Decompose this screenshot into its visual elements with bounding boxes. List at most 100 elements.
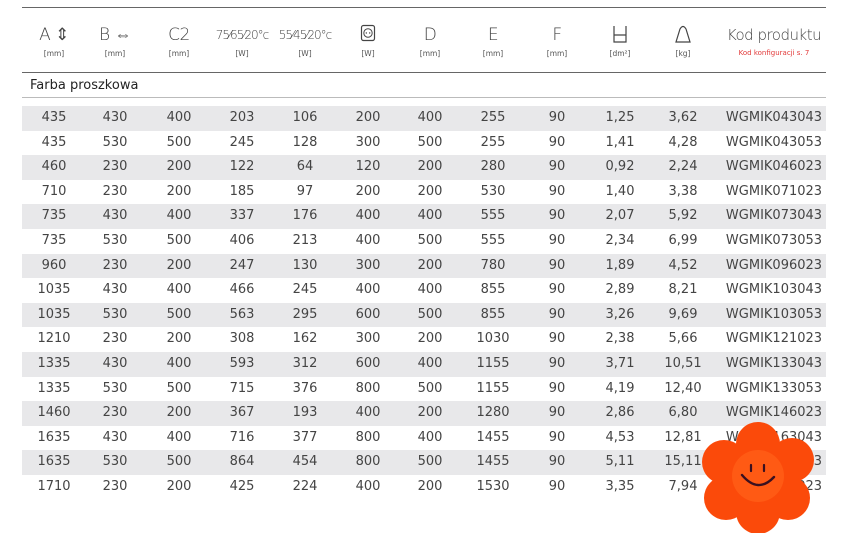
cell-b: 230 — [102, 405, 128, 421]
cell-b: 430 — [102, 110, 128, 125]
cell-power-55: 376 — [292, 380, 318, 396]
cell-area: 3,71 — [605, 355, 635, 371]
top-rule — [22, 7, 826, 8]
column-header-power-55: 55⁄45⁄20°c [W] — [270, 24, 340, 58]
cell-weight: 12,40 — [664, 380, 702, 396]
cell-b: 430 — [102, 282, 128, 298]
cell-area: 3,35 — [605, 478, 635, 494]
cell-d: 200 — [417, 405, 443, 421]
cell-power-55: 295 — [292, 306, 318, 322]
column-label: F — [552, 25, 562, 45]
cell-code: WGMIK096023 — [725, 257, 823, 273]
cell-power-electric: 400 — [355, 478, 381, 494]
cell-c2: 500 — [166, 134, 192, 150]
cell-area: 2,34 — [605, 232, 635, 248]
cell-f: 90 — [548, 282, 566, 298]
cell-area: 1,40 — [605, 183, 635, 199]
cell-power-electric: 120 — [355, 159, 381, 175]
cell-power-55: 193 — [292, 405, 318, 421]
cell-b: 430 — [102, 355, 128, 371]
table-row: 735 430 400 337 176 400 400 555 90 2,07 5,92 WGMIK0… — [22, 204, 826, 229]
cell-area: 0,92 — [605, 159, 635, 175]
cell-e: 780 — [480, 257, 506, 273]
column-unit: [mm] — [168, 49, 190, 58]
cell-b: 530 — [102, 232, 128, 248]
cell-f: 90 — [548, 478, 566, 494]
cell-a: 1035 — [37, 282, 71, 298]
cell-e: 280 — [480, 159, 506, 175]
cell-a: 735 — [41, 232, 67, 248]
table-row: 460 230 200 122 64 120 200 280 90 0,92 2,24 WGMIK04… — [22, 155, 826, 180]
cell-power-55: 64 — [296, 159, 314, 175]
cell-b: 230 — [102, 183, 128, 199]
cell-c2: 200 — [166, 478, 192, 494]
table-row: 1035 430 400 466 245 400 400 855 90 2,89 8,21 WGMIK… — [22, 278, 826, 303]
cell-code: WGMIK071023 — [725, 183, 823, 199]
cell-d: 500 — [417, 306, 443, 322]
cell-power-55: 162 — [292, 331, 318, 347]
cell-weight: 3,62 — [668, 110, 698, 125]
cell-a: 460 — [41, 159, 67, 175]
socket-icon — [333, 24, 403, 46]
column-header-power-electric: [W] — [333, 24, 403, 58]
cell-c2: 500 — [166, 380, 192, 396]
cell-e: 1530 — [476, 478, 510, 494]
cell-power-75: 715 — [229, 380, 255, 396]
column-header-a: A ⇕ [mm] — [19, 24, 89, 58]
cell-power-55: 128 — [292, 134, 318, 150]
cell-a: 435 — [41, 134, 67, 150]
table-row: 960 230 200 247 130 300 200 780 90 1,89 4,52 WGMIK0… — [22, 253, 826, 279]
cell-a: 735 — [41, 208, 67, 224]
cell-f: 90 — [548, 183, 566, 199]
cell-code: WGMIK133053 — [725, 380, 823, 396]
cell-b: 230 — [102, 478, 128, 494]
cell-code: WGMIK046023 — [725, 159, 823, 175]
cell-a: 1210 — [37, 331, 71, 347]
weight-icon — [648, 24, 718, 46]
cell-b: 530 — [102, 454, 128, 470]
column-label: A ⇕ — [39, 25, 69, 45]
cell-b: 230 — [102, 159, 128, 175]
cell-power-electric: 400 — [355, 405, 381, 421]
column-unit: [W] — [361, 49, 375, 58]
cell-weight: 9,69 — [668, 306, 698, 322]
cell-d: 200 — [417, 183, 443, 199]
cell-area: 2,38 — [605, 331, 635, 347]
cell-power-75: 563 — [229, 306, 255, 322]
cell-a: 1635 — [37, 429, 71, 445]
cell-power-75: 367 — [229, 405, 255, 421]
column-header-d: D [mm] — [395, 24, 465, 58]
cell-power-electric: 300 — [355, 257, 381, 273]
cell-area: 2,89 — [605, 282, 635, 298]
cell-e: 1155 — [476, 380, 510, 396]
column-label: D — [423, 25, 437, 45]
cell-f: 90 — [548, 208, 566, 224]
cell-e: 255 — [480, 134, 506, 150]
cell-d: 500 — [417, 454, 443, 470]
section-rule — [22, 97, 826, 98]
table-row: 435 530 500 245 128 300 500 255 90 1,41 4,28 WGMIK0… — [22, 131, 826, 156]
cell-c2: 500 — [166, 232, 192, 248]
cell-power-electric: 600 — [355, 306, 381, 322]
cell-b: 530 — [102, 306, 128, 322]
cell-code: WGMIK073053 — [725, 232, 823, 248]
column-label: E — [487, 25, 499, 45]
cell-area: 1,41 — [605, 134, 635, 150]
cell-c2: 400 — [166, 110, 192, 125]
cell-power-75: 122 — [229, 159, 255, 175]
column-unit: [dm²] — [609, 49, 631, 58]
cell-weight: 6,99 — [668, 232, 698, 248]
cell-a: 710 — [41, 183, 67, 199]
table-row: 710 230 200 185 97 200 200 530 90 1,40 3,38 WGMIK07… — [22, 180, 826, 205]
cell-e: 555 — [480, 232, 506, 248]
cell-d: 400 — [417, 355, 443, 371]
cell-power-55: 213 — [292, 232, 318, 248]
cell-area: 4,19 — [605, 380, 635, 396]
cell-b: 530 — [102, 380, 128, 396]
cell-c2: 200 — [166, 159, 192, 175]
cell-a: 1710 — [37, 478, 71, 494]
table-row: 1460 230 200 367 193 400 200 1280 90 2,86 6,80 WGMI… — [22, 401, 826, 426]
cell-weight: 5,66 — [668, 331, 698, 347]
cell-power-55: 377 — [292, 429, 318, 445]
cell-f: 90 — [548, 134, 566, 150]
